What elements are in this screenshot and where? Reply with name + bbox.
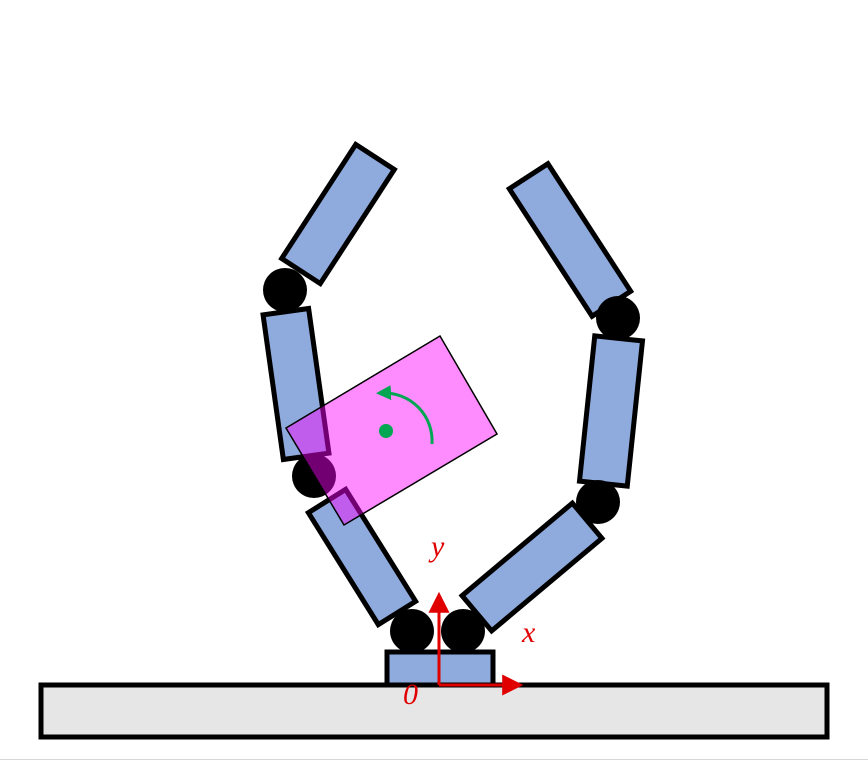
left-finger-link-1 [304, 485, 420, 629]
y-axis-label: y [428, 530, 445, 563]
right-finger-link-3 [505, 160, 635, 320]
coordinate-frame: y x 0 [403, 530, 536, 711]
bottom-divider [0, 759, 868, 760]
x-axis-label: x [521, 616, 536, 649]
joints [263, 268, 640, 653]
joint-icon [263, 268, 307, 312]
left-finger-link-3 [278, 140, 398, 288]
object-center-dot-icon [379, 424, 393, 438]
rotation-arrow-icon [376, 385, 434, 445]
origin-label: 0 [403, 678, 418, 711]
right-finger [458, 160, 646, 635]
right-finger-link-1 [458, 499, 606, 635]
joint-icon [576, 480, 620, 524]
right-finger-link-2 [576, 333, 646, 489]
joint-icon [596, 296, 640, 340]
left-finger [260, 140, 420, 629]
ground-surface [38, 682, 830, 740]
joint-icon [390, 609, 434, 653]
joint-icon [441, 609, 485, 653]
